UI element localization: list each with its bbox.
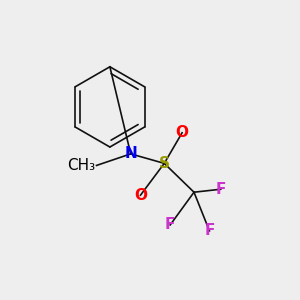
- Text: F: F: [165, 218, 175, 232]
- Text: F: F: [204, 223, 214, 238]
- Text: F: F: [216, 182, 226, 197]
- Text: O: O: [134, 188, 147, 203]
- Text: S: S: [159, 156, 170, 171]
- Text: CH₃: CH₃: [67, 158, 95, 173]
- Text: O: O: [176, 125, 189, 140]
- Text: N: N: [124, 146, 137, 161]
